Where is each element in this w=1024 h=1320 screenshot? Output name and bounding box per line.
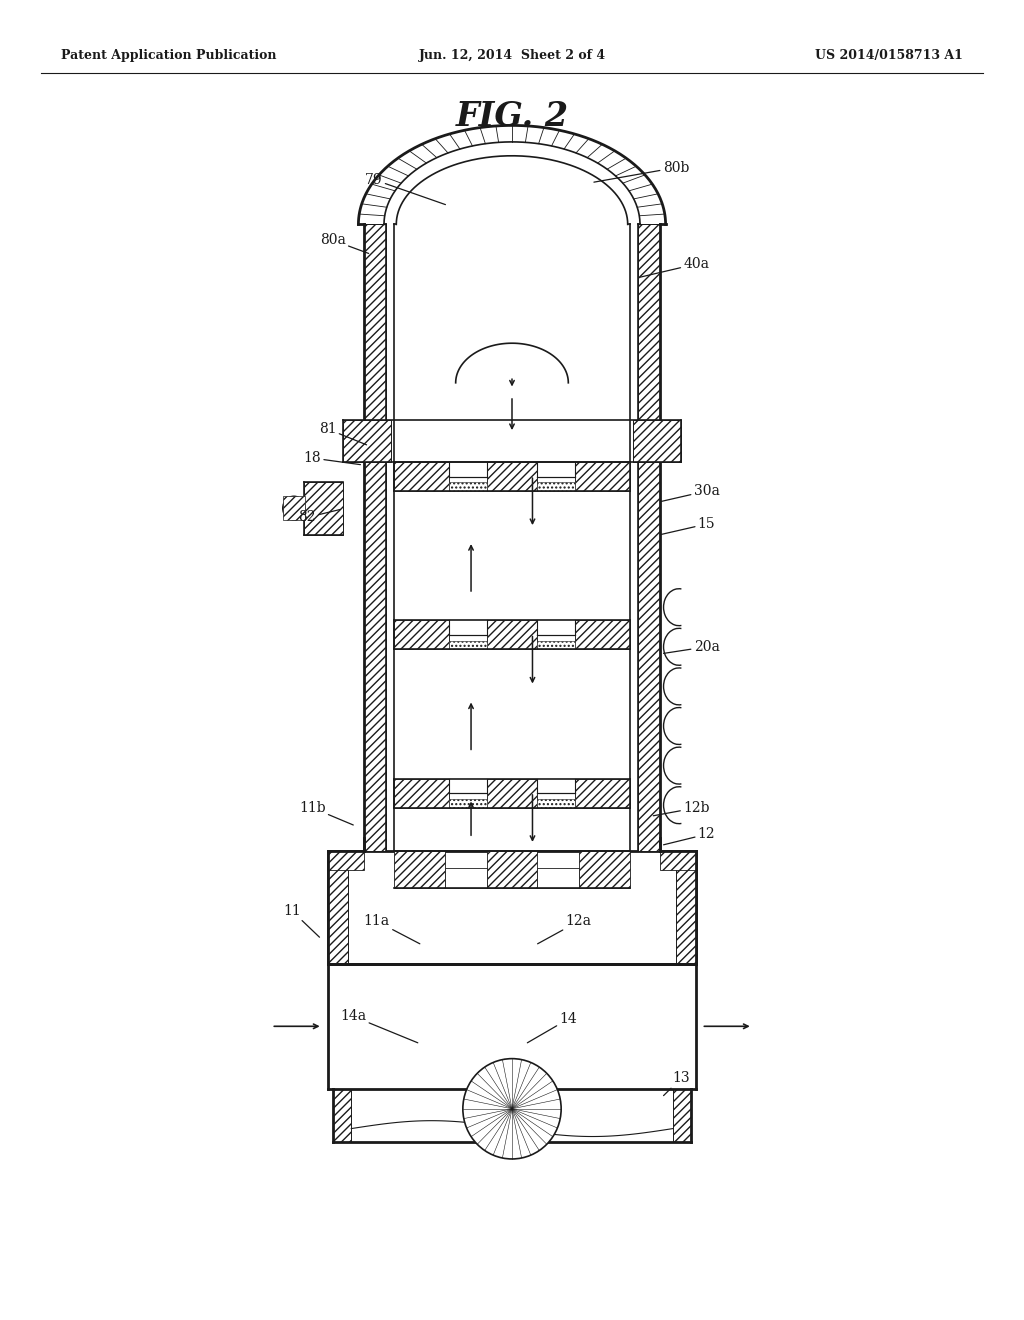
Bar (386, 224, 638, 851)
Text: 11b: 11b (299, 801, 353, 825)
Bar (394, 620, 630, 649)
Bar (633, 420, 681, 462)
Bar (328, 851, 364, 870)
Text: 12b: 12b (653, 801, 710, 816)
Text: 82: 82 (298, 510, 340, 524)
Text: 80a: 80a (319, 234, 369, 253)
Text: 13: 13 (664, 1072, 690, 1096)
Text: 15: 15 (660, 517, 716, 535)
Bar (449, 640, 487, 649)
Bar (673, 1089, 691, 1142)
Bar (638, 224, 660, 851)
Text: FIG. 2: FIG. 2 (456, 99, 568, 132)
Text: 40a: 40a (640, 257, 710, 277)
Bar (537, 635, 575, 649)
Text: 30a: 30a (660, 484, 720, 502)
Ellipse shape (283, 496, 305, 520)
Bar (394, 851, 444, 888)
Bar (394, 779, 630, 808)
Bar (537, 793, 575, 808)
Bar (394, 462, 449, 491)
Bar (449, 477, 487, 491)
Bar (537, 799, 575, 808)
Text: US 2014/0158713 A1: US 2014/0158713 A1 (815, 49, 963, 62)
Bar (486, 851, 538, 888)
Bar (660, 851, 696, 870)
Text: 20a: 20a (664, 640, 720, 653)
Bar (487, 779, 537, 808)
Text: 12: 12 (664, 828, 716, 845)
Text: 81: 81 (318, 422, 367, 445)
Bar (575, 462, 630, 491)
Bar (394, 462, 630, 491)
Bar (575, 620, 630, 649)
Text: 79: 79 (365, 173, 445, 205)
Text: Patent Application Publication: Patent Application Publication (61, 49, 276, 62)
Text: 14a: 14a (340, 1010, 418, 1043)
Bar (449, 799, 487, 808)
Bar (304, 482, 343, 535)
Bar (449, 793, 487, 808)
Bar (487, 620, 537, 649)
Bar (676, 851, 696, 964)
Bar (487, 462, 537, 491)
Bar (333, 1089, 351, 1142)
Ellipse shape (463, 1059, 561, 1159)
Text: 11a: 11a (364, 915, 420, 944)
Bar (343, 420, 391, 462)
Bar (333, 1089, 691, 1142)
Text: 14: 14 (527, 1012, 578, 1043)
Bar (537, 477, 575, 491)
Bar (328, 851, 696, 964)
Bar (449, 482, 487, 491)
Bar (394, 779, 449, 808)
Bar (538, 869, 580, 888)
Bar (537, 640, 575, 649)
Bar (537, 482, 575, 491)
Bar (449, 635, 487, 649)
Bar (364, 224, 386, 851)
Text: 12a: 12a (538, 915, 592, 944)
Text: Jun. 12, 2014  Sheet 2 of 4: Jun. 12, 2014 Sheet 2 of 4 (419, 49, 605, 62)
Bar (283, 496, 305, 520)
Bar (580, 851, 630, 888)
Bar (575, 779, 630, 808)
Text: 11: 11 (283, 904, 319, 937)
Bar (444, 869, 486, 888)
Bar (328, 851, 348, 964)
Polygon shape (396, 156, 628, 224)
Text: 80b: 80b (594, 161, 689, 182)
Text: 18: 18 (303, 451, 360, 465)
Bar (394, 620, 449, 649)
